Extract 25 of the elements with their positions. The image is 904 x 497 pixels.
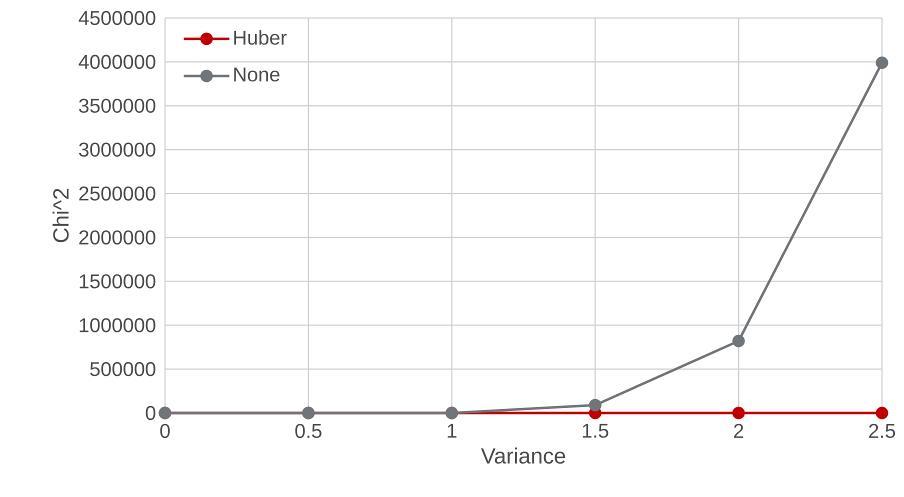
- point: [732, 334, 745, 348]
- y-tick-label: 1500000: [80, 274, 156, 288]
- point: [588, 398, 602, 412]
- y-tick-label: 0: [146, 406, 156, 420]
- x-axis-title: Variance: [481, 448, 566, 464]
- x-tick-label: 0.5: [295, 424, 322, 438]
- legend-label: Huber: [234, 30, 287, 45]
- y-tick-label: 500000: [90, 362, 156, 376]
- y-axis-title: Chi^2: [52, 188, 69, 242]
- x-tick-label: 1: [448, 424, 456, 438]
- x-tick-label: 0: [160, 424, 170, 438]
- y-tick-label: 2500000: [79, 186, 156, 201]
- x-tick-label: 1.5: [582, 424, 608, 438]
- y-tick-label: 3500000: [79, 98, 156, 113]
- point: [876, 406, 888, 420]
- y-tick-label: 1000000: [80, 318, 156, 332]
- x-tick-label: 2: [734, 424, 744, 438]
- legend-label: None: [234, 68, 280, 82]
- y-tick-label: 2000000: [79, 230, 156, 245]
- point: [732, 406, 745, 420]
- x-tick-label: 2.5: [869, 424, 896, 438]
- point: [876, 56, 888, 70]
- y-tick-label: 4500000: [78, 10, 156, 26]
- y-tick-label: 3000000: [79, 142, 156, 157]
- y-tick-label: 4000000: [78, 54, 156, 69]
